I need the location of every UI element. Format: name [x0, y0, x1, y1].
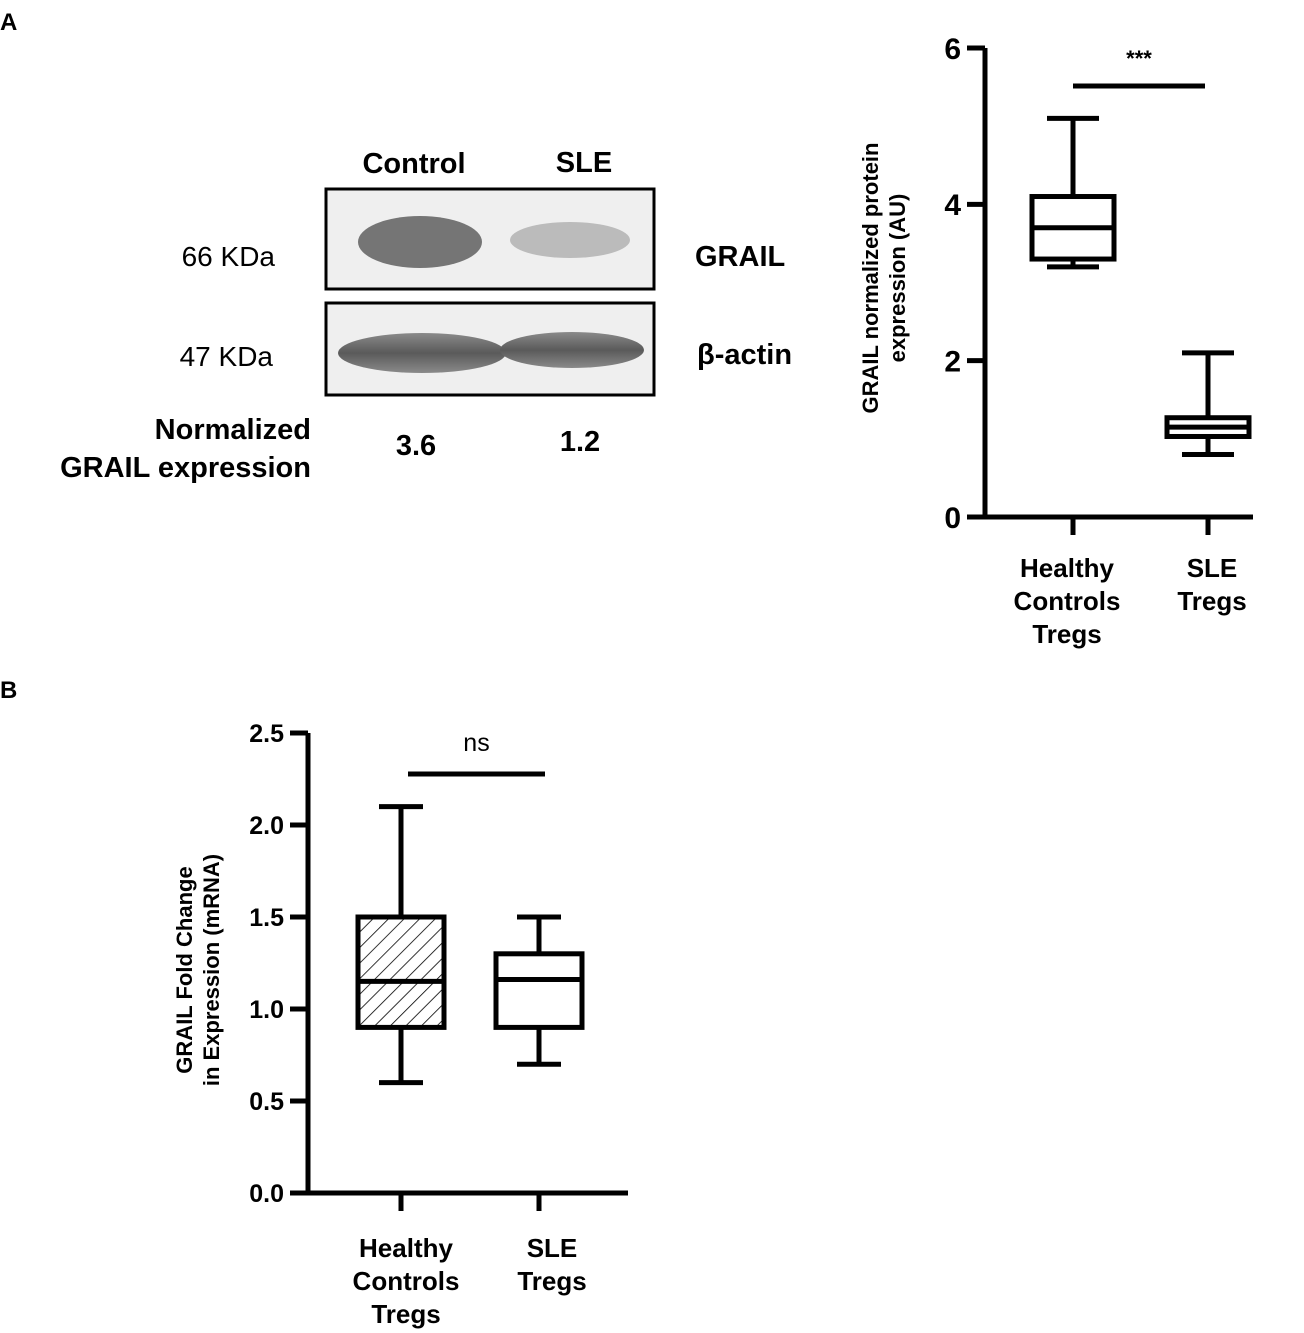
chart-b: 0.0 0.5 1.0 1.5 2.0 2.5 GRAIL Fold Changein Ex…	[172, 720, 628, 1329]
lane-label-control: Control	[362, 148, 465, 180]
box-group-0	[355, 804, 447, 1086]
x-category-label: Healthy	[1020, 553, 1114, 583]
y-tick-label: 0.0	[249, 1180, 284, 1208]
y-axis-label: GRAIL Fold Changein Expression (mRNA)	[172, 854, 224, 1086]
x-category-label: SLE	[1187, 553, 1238, 583]
y-tick-label: 1.0	[249, 996, 284, 1024]
protein-label-grail: GRAIL	[695, 241, 785, 273]
box-iqr	[493, 951, 585, 1030]
y-tick-label: 2.5	[249, 720, 284, 748]
x-category-label: Controls	[1014, 586, 1121, 616]
y-tick-label: 4	[944, 189, 961, 222]
box-iqr	[355, 914, 447, 1030]
weight-label-grail: 66 KDa	[182, 241, 276, 272]
blot-strip-grail	[324, 187, 656, 291]
y-tick-label: 2.0	[249, 812, 284, 840]
panel-b-label: B	[0, 677, 17, 704]
x-category-label: Tregs	[371, 1299, 440, 1329]
significance-label: ***	[1126, 46, 1152, 71]
y-axis-label-line1: GRAIL Fold Change	[172, 866, 197, 1073]
normalized-label-line1: Normalized	[155, 414, 311, 446]
lane-label-sle: SLE	[556, 147, 612, 179]
y-tick-label: 0	[944, 502, 961, 535]
y-axis-label-line1: GRAIL normalized protein	[858, 143, 883, 414]
y-tick-label: 6	[944, 33, 961, 66]
chart-a: 0 2 4 6 GRAIL normalized proteinexpression (…	[858, 33, 1253, 649]
y-axis-label: GRAIL normalized proteinexpression (AU)	[858, 143, 910, 414]
weight-label-actin: 47 KDa	[180, 341, 274, 372]
x-category-label: Tregs	[517, 1266, 586, 1296]
panel-a-label: A	[0, 9, 17, 36]
y-axis-label-line2: expression (AU)	[885, 194, 910, 363]
normalized-label-line2: GRAIL expression	[60, 452, 311, 484]
normalized-value-control: 3.6	[396, 430, 436, 462]
blot-strip-actin	[324, 301, 656, 397]
x-category-label: SLE	[527, 1233, 578, 1263]
x-category-label: Healthy	[359, 1233, 453, 1263]
x-category-label: Tregs	[1177, 586, 1246, 616]
western-blot: Control SLE 66 KDa 47 KDa GRAIL β-actin …	[60, 147, 792, 484]
normalized-value-sle: 1.2	[560, 426, 600, 458]
box-group-0	[1029, 115, 1117, 270]
box-group-1	[1164, 350, 1252, 457]
y-tick-label: 0.5	[249, 1088, 284, 1116]
significance-label: ns	[463, 729, 489, 757]
protein-label-actin: β-actin	[697, 339, 792, 371]
y-tick-label: 1.5	[249, 904, 284, 932]
x-category-label: Controls	[353, 1266, 460, 1296]
y-axis-label-line2: in Expression (mRNA)	[199, 854, 224, 1086]
box-group-1	[493, 914, 585, 1067]
x-category-label: Tregs	[1032, 619, 1101, 649]
y-tick-label: 2	[944, 345, 961, 378]
